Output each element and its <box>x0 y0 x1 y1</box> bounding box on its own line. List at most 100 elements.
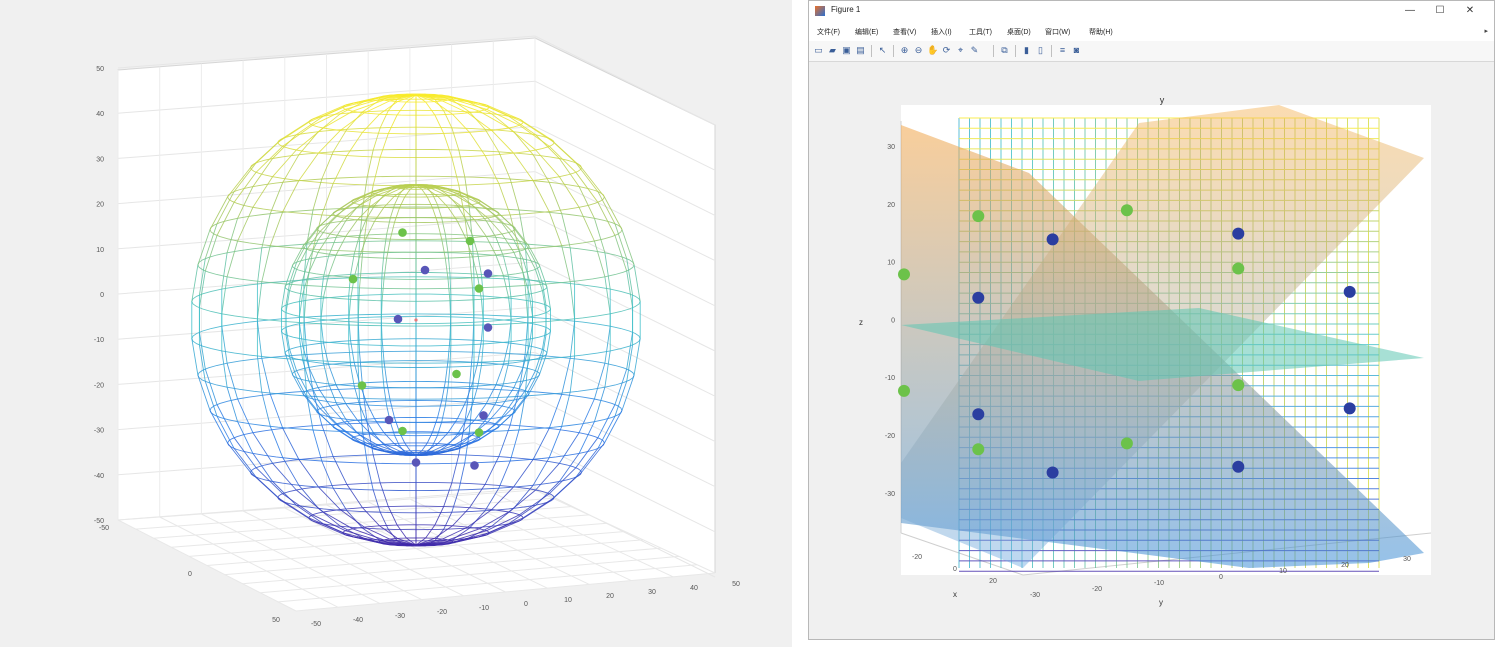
longitude-segment <box>498 183 511 216</box>
longitude-segment <box>277 497 310 519</box>
z-tick-label: -20 <box>885 433 895 440</box>
open-icon[interactable]: ▰ <box>829 45 836 55</box>
longitude-segment <box>320 320 324 344</box>
longitude-segment <box>437 400 443 418</box>
menu-more-icon[interactable]: ▸ <box>1484 28 1488 35</box>
longitude-segment <box>397 537 417 546</box>
floor-gridline <box>451 495 632 582</box>
close-button[interactable]: ✕ <box>1465 5 1475 16</box>
longitude-segment <box>381 339 385 362</box>
longitude-segment <box>359 207 364 242</box>
longitude-segment <box>299 279 304 302</box>
longitude-segment <box>285 334 291 357</box>
longitude-segment <box>383 258 388 279</box>
longitude-segment <box>442 100 468 114</box>
z-tick-label: -20 <box>94 382 104 389</box>
longitude-segment <box>308 380 319 401</box>
left-sphere-plot[interactable]: 50403020100-10-20-30-40-50-50-40-30-20-1… <box>0 0 792 647</box>
y-tick-label: 0 <box>188 571 192 578</box>
longitude-segment <box>626 270 634 308</box>
menu-window[interactable]: 窗口(W) <box>1045 29 1071 36</box>
z-gridline <box>534 80 716 171</box>
print-icon[interactable]: ▤ <box>856 45 865 55</box>
longitude-segment <box>379 525 398 539</box>
horizontal-plane <box>901 308 1424 381</box>
longitude-segment <box>559 432 580 464</box>
z-gridline <box>534 125 716 216</box>
menu-edit[interactable]: 编辑(E) <box>855 29 879 36</box>
longitude-segment <box>374 194 385 206</box>
longitude-segment <box>425 101 436 116</box>
longitude-segment <box>578 398 595 433</box>
rotate-icon[interactable]: ⟳ <box>942 45 951 55</box>
datatip-icon[interactable]: ⌖ <box>957 45 964 55</box>
longitude-segment <box>443 110 453 128</box>
longitude-segment <box>453 441 472 451</box>
maximize-button[interactable]: ☐ <box>1435 5 1445 16</box>
longitude-segment <box>317 233 331 253</box>
x-tick-label: 20 <box>606 593 614 600</box>
longitude-segment <box>443 133 453 158</box>
longitude-segment <box>534 262 543 284</box>
window-titlebar[interactable]: Figure 1 — ☐ ✕ <box>809 1 1494 23</box>
longitude-segment <box>614 235 628 272</box>
longitude-segment <box>362 113 380 133</box>
longitude-segment <box>383 361 388 382</box>
longitude-segment <box>522 497 555 519</box>
longitude-segment <box>404 188 411 198</box>
pointer-icon[interactable]: ↖ <box>878 45 887 55</box>
longitude-segment <box>328 254 337 276</box>
menu-desktop[interactable]: 桌面(D) <box>1007 29 1031 36</box>
longitude-segment <box>532 180 550 212</box>
right-planes-plot[interactable]: y 30 20 10 0 -10 -20 -30 z -30 -20 -10 0 10 20 30 y -20 0 2… <box>809 63 1494 639</box>
menu-tools[interactable]: 工具(T) <box>969 29 992 36</box>
zoom-out-icon[interactable]: ⊖ <box>914 45 923 55</box>
save-icon[interactable]: ▣ <box>842 45 851 55</box>
longitude-segment <box>468 251 473 288</box>
longitude-segment <box>549 476 577 502</box>
longitude-segment <box>394 207 400 223</box>
x-axis-label: x <box>953 590 957 599</box>
pan-icon[interactable]: ✋ <box>927 45 939 55</box>
z-tick-label: -10 <box>94 337 104 344</box>
longitude-segment <box>495 254 504 276</box>
longitude-segment <box>346 510 363 529</box>
menu-help[interactable]: 帮助(H) <box>1089 29 1113 36</box>
colorbar-icon[interactable]: ▮ <box>1024 45 1029 55</box>
longitude-segment <box>457 401 467 419</box>
longitude-segment <box>444 361 449 382</box>
zoom-in-icon[interactable]: ⊕ <box>900 45 909 55</box>
y-tick-label: -10 <box>1154 580 1164 587</box>
minimize-button[interactable]: — <box>1405 5 1415 16</box>
link-icon[interactable]: ⧉ <box>1001 45 1008 55</box>
longitude-segment <box>296 370 308 391</box>
legend-icon[interactable]: ▯ <box>1038 45 1043 55</box>
y-tick-label: 10 <box>1279 568 1287 575</box>
longitude-segment <box>467 112 492 131</box>
longitude-segment <box>597 191 616 225</box>
menu-view[interactable]: 查看(V) <box>893 29 917 36</box>
longitude-segment <box>226 218 239 253</box>
menu-file[interactable]: 文件(F) <box>817 29 840 36</box>
longitude-segment <box>513 380 524 401</box>
longitude-segment <box>451 127 460 151</box>
longitude-segment <box>308 252 319 273</box>
longitude-segment <box>256 247 263 285</box>
longitude-segment <box>514 393 530 412</box>
longitude-segment <box>386 239 391 259</box>
longitude-segment <box>252 176 273 208</box>
menu-insert[interactable]: 插入(I) <box>931 29 952 36</box>
brush-icon[interactable]: ✎ <box>970 45 979 55</box>
grid-icon[interactable]: ≡ <box>1059 45 1066 55</box>
longitude-segment <box>296 249 308 270</box>
longitude-segment <box>559 176 580 208</box>
camera-icon[interactable]: ◙ <box>1073 45 1080 55</box>
new-file-icon[interactable]: ▭ <box>814 45 823 55</box>
longitude-segment <box>335 384 347 404</box>
longitude-segment <box>614 223 628 259</box>
longitude-segment <box>467 101 492 115</box>
longitude-segment <box>486 520 520 536</box>
longitude-segment <box>435 187 455 196</box>
x-axis-line <box>900 532 1024 576</box>
longitude-segment <box>303 285 308 323</box>
